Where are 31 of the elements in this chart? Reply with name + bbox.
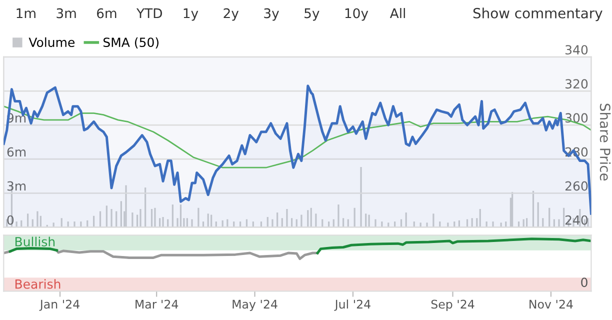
text: 5y — [304, 8, 320, 21]
band-label: Bullish — [15, 236, 55, 246]
y2-tick-label: 240 — [565, 215, 588, 225]
text: 3m — [56, 8, 76, 18]
y-tick-label: 0 — [7, 215, 14, 225]
y2-tick-label: 260 — [565, 181, 588, 191]
text: All — [390, 8, 405, 18]
text: 6m — [97, 8, 116, 18]
x-tick-label: May '24 — [232, 300, 278, 311]
x-tick-label: Mar '24 — [136, 300, 178, 309]
text: YTD — [136, 8, 162, 18]
x-tick-label: Nov '24 — [530, 300, 573, 309]
y2-tick-label: 340 — [566, 45, 588, 55]
annotation: 0 — [581, 278, 588, 288]
y-tick-label: 6m — [7, 147, 26, 157]
text: 1y — [184, 8, 198, 21]
x-tick-label: Sep '24 — [431, 300, 474, 311]
legend-label: Volume — [28, 37, 74, 48]
text: Show commentary — [473, 8, 602, 22]
y2-axis-title: Share Price — [600, 104, 611, 181]
text: 1m — [16, 8, 36, 18]
y-tick-label: 3m — [7, 181, 26, 191]
text: 3y — [264, 8, 279, 21]
x-tick-label: Jul '24 — [334, 300, 370, 311]
y2-tick-label: 300 — [566, 113, 588, 123]
legend-label: SMA (50) — [103, 37, 158, 49]
text: 10y — [345, 8, 368, 21]
y2-tick-label: 320 — [566, 79, 588, 89]
band-label: Bearish — [15, 279, 60, 289]
text: 2y — [224, 8, 239, 21]
x-tick-label: Jan '24 — [39, 300, 80, 311]
